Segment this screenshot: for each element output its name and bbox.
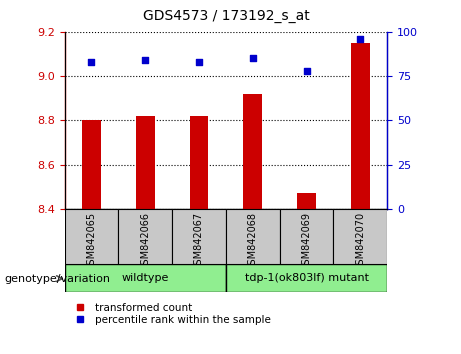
Bar [65, 209, 118, 264]
Bar [118, 209, 172, 264]
Point [142, 57, 149, 63]
Bar [351, 43, 370, 209]
Text: GSM842069: GSM842069 [301, 212, 312, 270]
Text: GSM842065: GSM842065 [86, 212, 96, 271]
Bar [297, 193, 316, 209]
Text: tdp-1(ok803lf) mutant: tdp-1(ok803lf) mutant [245, 273, 368, 283]
Bar [280, 209, 333, 264]
Bar [226, 209, 280, 264]
Point [357, 36, 364, 42]
Bar [226, 264, 387, 292]
Point [249, 56, 256, 61]
Bar [333, 209, 387, 264]
Point [195, 59, 203, 65]
Text: GSM842070: GSM842070 [355, 212, 366, 271]
Text: GSM842066: GSM842066 [140, 212, 150, 270]
Bar [82, 120, 101, 209]
Text: GSM842068: GSM842068 [248, 212, 258, 270]
Text: wildtype: wildtype [122, 273, 169, 283]
Bar [65, 264, 226, 292]
Point [88, 59, 95, 65]
Bar [189, 116, 208, 209]
Bar [243, 94, 262, 209]
Text: GDS4573 / 173192_s_at: GDS4573 / 173192_s_at [142, 9, 309, 23]
Text: GSM842067: GSM842067 [194, 212, 204, 271]
Text: genotype/variation: genotype/variation [5, 274, 111, 284]
Legend: transformed count, percentile rank within the sample: transformed count, percentile rank withi… [70, 303, 271, 325]
Point [303, 68, 310, 74]
Bar [136, 116, 154, 209]
Bar [172, 209, 226, 264]
